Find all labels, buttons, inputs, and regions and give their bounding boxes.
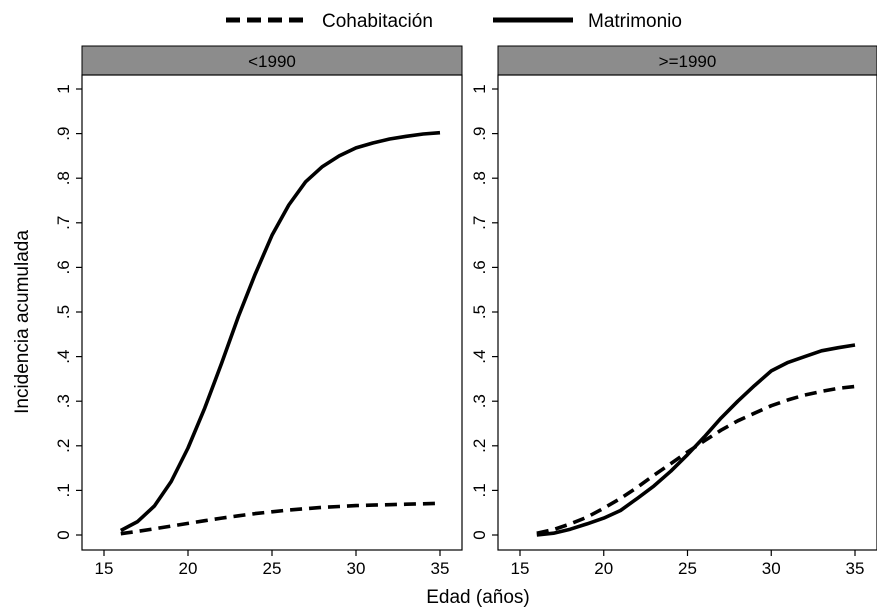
y-tick-label: .4 — [470, 350, 489, 364]
y-tick-label: .1 — [470, 483, 489, 497]
x-tick-label: 20 — [179, 559, 198, 578]
y-tick-label: 0 — [54, 530, 73, 539]
y-tick-label: .3 — [470, 394, 489, 408]
y-tick-label: .8 — [54, 171, 73, 185]
x-tick-label: 20 — [594, 559, 613, 578]
y-tick-label: .1 — [54, 483, 73, 497]
legend: Cohabitación Matrimonio — [226, 11, 682, 32]
y-axis-title: Incidencia acumulada — [12, 230, 33, 414]
panel-title: >=1990 — [659, 52, 717, 71]
y-tick-label: 0 — [470, 530, 489, 539]
plot-frame — [497, 74, 877, 551]
x-tick-label: 15 — [95, 559, 114, 578]
y-tick-label: .9 — [54, 127, 73, 141]
y-tick-label: .6 — [470, 260, 489, 274]
y-tick-label: .8 — [470, 171, 489, 185]
x-tick-label: 15 — [511, 559, 530, 578]
plot-frame — [81, 74, 463, 551]
panel-1: <1990 0 .1 .2 .3 .4 .5 .6 .7 .8 .9 1 15 20 25 30 35 — [54, 45, 463, 578]
x-tick-label: 30 — [762, 559, 781, 578]
y-tick-label: 1 — [54, 84, 73, 93]
y-tick-label: .2 — [470, 439, 489, 453]
series-line-cohabitacin — [120, 501, 441, 536]
y-tick-label: .2 — [54, 439, 73, 453]
panel-2: >=1990 0 .1 .2 .3 .4 .5 .6 .7 .8 .9 1 15 20 25 30 35 — [470, 45, 877, 578]
panel-title: <1990 — [248, 52, 296, 71]
legend-label-cohabitacion: Cohabitación — [322, 11, 433, 32]
y-tick-label: .9 — [470, 127, 489, 141]
y-tick-label: .3 — [54, 394, 73, 408]
series-line-matrimonio — [119, 130, 441, 533]
x-tick-label: 25 — [263, 559, 282, 578]
x-tick-label: 35 — [431, 559, 450, 578]
series-line-matrimonio — [536, 343, 856, 537]
series-line-cohabitacin — [536, 384, 856, 535]
y-tick-label: 1 — [470, 84, 489, 93]
y-tick-label: .5 — [54, 305, 73, 319]
x-tick-label: 25 — [678, 559, 697, 578]
y-tick-label: .7 — [470, 216, 489, 230]
panel-strip — [497, 45, 877, 76]
x-tick-label: 30 — [347, 559, 366, 578]
panel-strip — [81, 45, 463, 76]
y-tick-label: .6 — [54, 260, 73, 274]
x-axis-title: Edad (años) — [426, 587, 530, 608]
legend-label-matrimonio: Matrimonio — [588, 11, 682, 32]
y-tick-label: .5 — [470, 305, 489, 319]
y-tick-label: .7 — [54, 216, 73, 230]
y-tick-label: .4 — [54, 350, 73, 364]
x-tick-label: 35 — [846, 559, 865, 578]
